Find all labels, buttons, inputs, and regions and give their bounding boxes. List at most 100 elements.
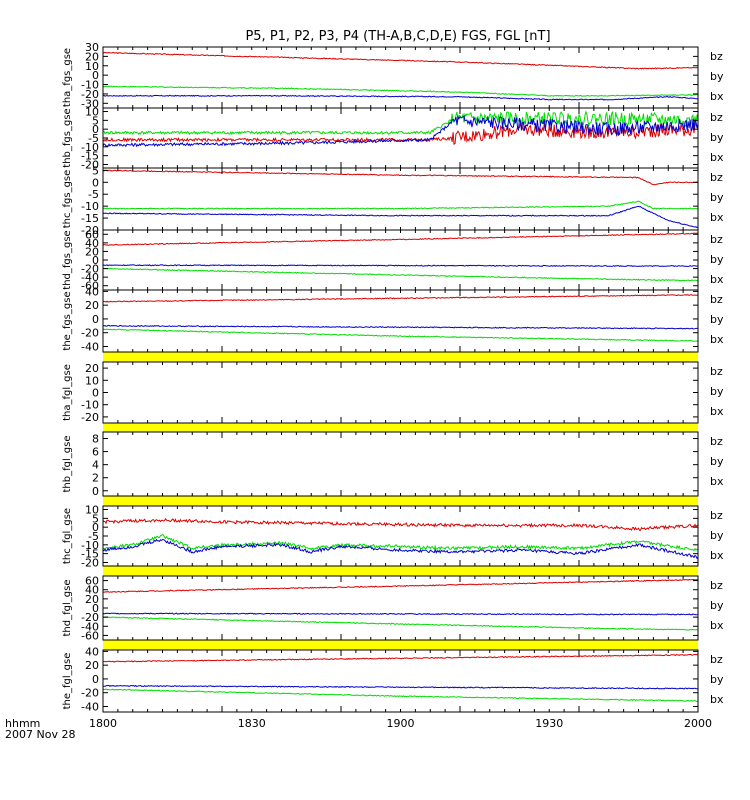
x-tick-label: 1800 <box>89 717 117 730</box>
panel-ylabel: the_fgs_gse <box>62 291 73 350</box>
y-tick-label: 10 <box>85 374 99 387</box>
x-axis-unit-label: hhmm <box>5 717 41 730</box>
y-tick-label: -5 <box>88 188 99 201</box>
series-bz-line <box>102 578 699 593</box>
y-tick-label: -40 <box>81 340 99 353</box>
series-by-line <box>102 616 699 631</box>
x-tick-label: 2000 <box>684 717 712 730</box>
y-tick-label: -60 <box>81 629 99 642</box>
y-tick-label: 0 <box>92 313 99 326</box>
legend-bz: bz <box>710 365 723 378</box>
panel-separator-bar <box>103 640 698 650</box>
legend-by: by <box>710 313 724 326</box>
y-tick-label: 60 <box>85 228 99 241</box>
panel-thc_fgs_gse: 50-5-10-15-20 thc_fgs_gse bz by bx <box>62 164 724 237</box>
legend-bx: bx <box>710 549 724 562</box>
legend-bx: bx <box>710 273 724 286</box>
y-tick-label: 5 <box>92 512 99 525</box>
y-tick-label: -40 <box>81 620 99 633</box>
panel-ylabel: tha_fgs_gse <box>62 48 73 107</box>
legend-bz: bz <box>710 50 723 63</box>
y-tick-label: -10 <box>81 539 99 552</box>
legend-bz: bz <box>710 653 723 666</box>
series-by-line <box>102 200 699 210</box>
legend-bx: bx <box>710 405 724 418</box>
x-axis-ticks: 1800 1830 1900 1930 2000 <box>89 717 712 730</box>
legend-by: by <box>710 191 724 204</box>
y-tick-label: 40 <box>85 237 99 250</box>
y-tick-label: -5 <box>88 132 99 145</box>
series-bz-line <box>102 293 699 303</box>
panel-frame <box>102 505 699 567</box>
y-tick-label: 20 <box>85 50 99 63</box>
y-tick-label: 5 <box>92 164 99 177</box>
panel-ylabel: thb_fgs_gse <box>62 108 73 167</box>
legend-by: by <box>710 455 724 468</box>
legend-bx: bx <box>710 693 724 706</box>
y-tick-label: 0 <box>92 123 99 136</box>
panel-frame <box>102 361 699 424</box>
legend-by: by <box>710 131 724 144</box>
y-tick-label: 2 <box>92 472 99 485</box>
legend-bz: bz <box>710 293 723 306</box>
y-tick-label: 0 <box>92 602 99 615</box>
series-bz-line <box>102 232 699 246</box>
y-tick-label: 0 <box>92 673 99 686</box>
panel-separator-bar <box>103 352 698 362</box>
panel-frame <box>102 649 699 713</box>
y-tick-label: -15 <box>81 548 99 561</box>
y-tick-label: -15 <box>81 150 99 163</box>
y-tick-label: -10 <box>81 399 99 412</box>
series-bx-line <box>102 538 699 560</box>
y-tick-label: -40 <box>81 271 99 284</box>
legend-bx: bx <box>710 211 724 224</box>
panel-frame <box>102 107 699 169</box>
legend-bz: bz <box>710 435 723 448</box>
legend-bx: bx <box>710 333 724 346</box>
date-label: 2007 Nov 28 <box>5 728 76 741</box>
y-tick-label: 10 <box>85 504 99 517</box>
legend-bx: bx <box>710 475 724 488</box>
panel-separator-bar <box>103 423 698 432</box>
series-bx-line <box>102 324 699 330</box>
y-tick-label: -60 <box>81 280 99 293</box>
y-tick-label: 30 <box>85 41 99 54</box>
panel-separator-bar <box>103 566 698 576</box>
y-tick-label: 0 <box>92 69 99 82</box>
panel-separator-bar <box>103 496 698 506</box>
y-tick-label: -10 <box>81 79 99 92</box>
y-tick-label: -10 <box>81 141 99 154</box>
y-tick-label: 40 <box>85 285 99 298</box>
y-tick-label: 0 <box>92 176 99 189</box>
y-tick-label: 8 <box>92 433 99 446</box>
y-tick-label: -20 <box>81 327 99 340</box>
series-bx-line <box>102 114 699 148</box>
legend-bz: bz <box>710 509 723 522</box>
y-tick-label: 6 <box>92 446 99 459</box>
series-by-line <box>102 328 699 342</box>
series-bz-line <box>102 120 699 145</box>
y-tick-label: 20 <box>85 659 99 672</box>
y-tick-label: 20 <box>85 593 99 606</box>
y-tick-label: 5 <box>92 114 99 127</box>
y-tick-label: 40 <box>85 645 99 658</box>
legend-bx: bx <box>710 619 724 632</box>
panel-frame <box>102 46 699 109</box>
y-tick-label: -40 <box>81 700 99 713</box>
legend-bz: bz <box>710 171 723 184</box>
legend-bx: bx <box>710 151 724 164</box>
y-tick-label: 20 <box>85 362 99 375</box>
y-tick-label: -30 <box>81 97 99 110</box>
panel-frame <box>102 289 699 353</box>
series-bz-line <box>102 51 699 70</box>
panel-frame <box>102 431 699 497</box>
y-tick-label: 20 <box>85 245 99 258</box>
y-tick-label: 10 <box>85 106 99 119</box>
